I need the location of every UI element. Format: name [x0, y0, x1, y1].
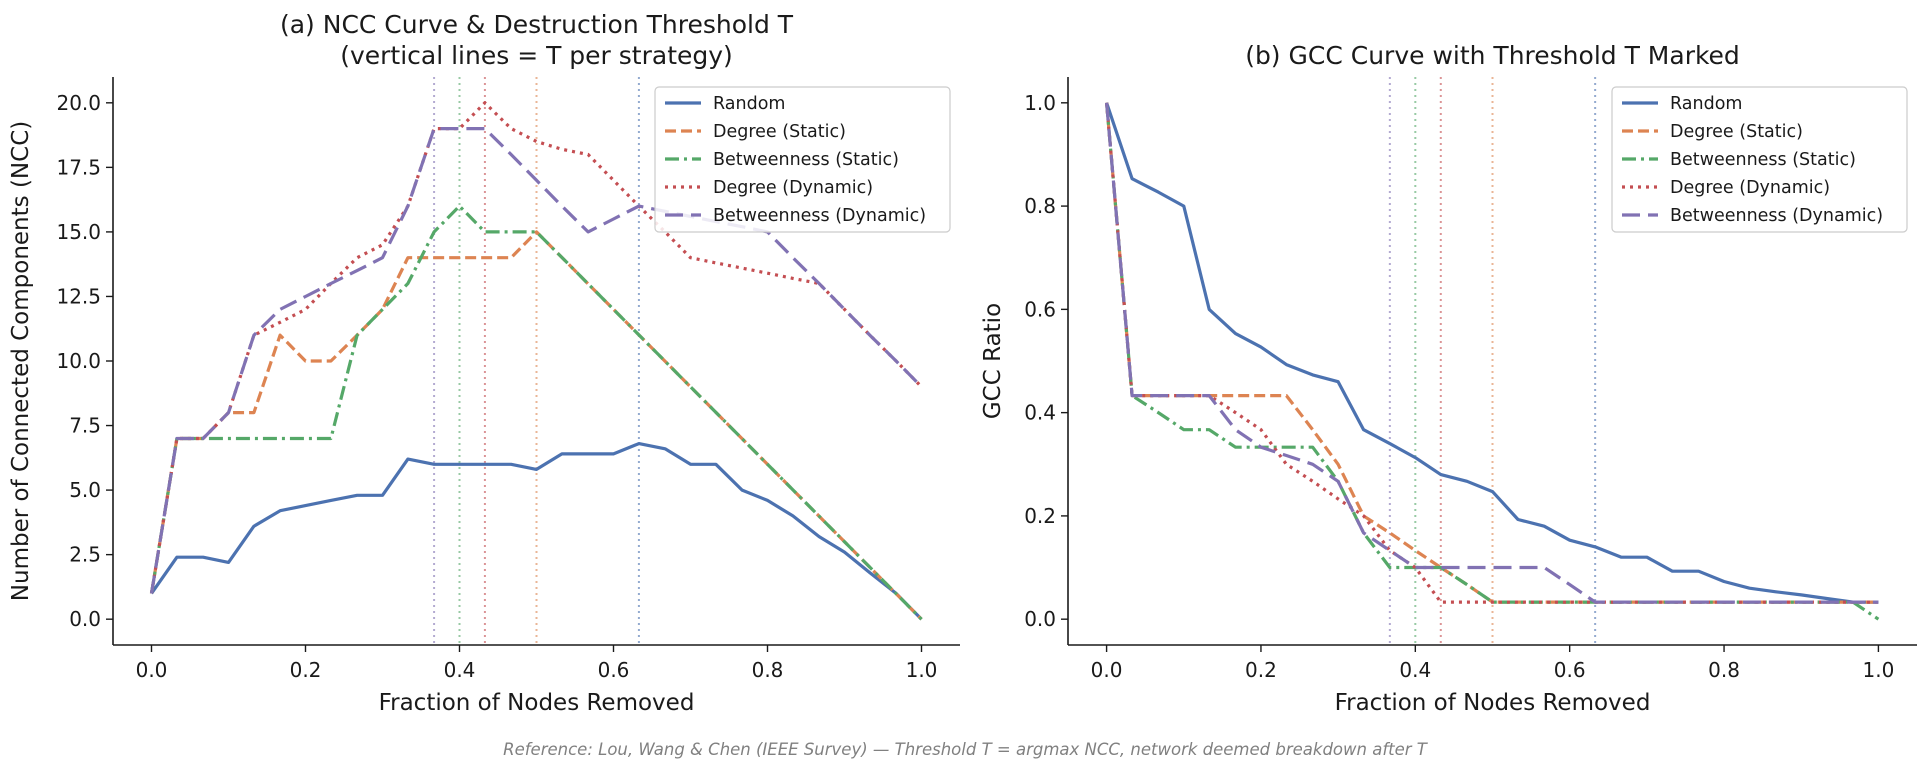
y-tick-label: 12.5: [56, 284, 101, 308]
x-tick-label: 0.8: [752, 658, 784, 682]
series-line-random: [1105, 102, 1879, 604]
y-tick-label: 0.2: [1024, 504, 1056, 528]
series-line-betweenness-static: [149, 204, 923, 621]
x-tick-label: 1.0: [1863, 658, 1895, 682]
series-line-betweenness-dynamic: [149, 127, 923, 594]
legend-entry-degree-dynamic: Degree (Dynamic): [713, 178, 873, 198]
x-tick-label: 0.2: [290, 658, 322, 682]
legend: Random Degree (Static) Betweenness (Static…: [1611, 86, 1908, 233]
x-tick-label: 0.8: [1708, 658, 1740, 682]
y-tick-label: 20.0: [56, 91, 101, 115]
legend-box: [1611, 86, 1908, 233]
series-line-random: [150, 442, 923, 621]
footnote-text: Reference: Lou, Wang & Chen (IEEE Survey…: [503, 740, 1429, 759]
y-axis-label: Number of Connected Components (NCC): [8, 121, 34, 601]
chart-title: (b) GCC Curve with Threshold T Marked: [1245, 41, 1740, 70]
legend-entry-betweenness-static: Betweenness (Static): [713, 150, 899, 170]
legend-entry-random: Random: [1670, 94, 1742, 114]
y-tick-label: 10.0: [56, 349, 101, 373]
legend-box: [654, 86, 951, 233]
y-tick-label: 7.5: [69, 414, 101, 438]
x-axis-label: Fraction of Nodes Removed: [379, 690, 695, 716]
y-tick-label: 0.0: [1024, 607, 1056, 631]
legend-entry-degree-static: Degree (Static): [713, 122, 846, 142]
legend-entry-betweenness-static: Betweenness (Static): [1670, 150, 1856, 170]
x-tick-label: 0.6: [598, 658, 630, 682]
x-tick-label: 1.0: [906, 658, 938, 682]
chart-subtitle: (vertical lines = T per strategy): [340, 41, 733, 70]
x-tick-label: 0.4: [444, 658, 476, 682]
x-tick-label: 0.4: [1399, 658, 1431, 682]
legend-entry-degree-static: Degree (Static): [1670, 122, 1803, 142]
y-tick-label: 0.6: [1024, 297, 1056, 321]
legend-entry-random: Random: [713, 94, 785, 114]
chart-title: (a) NCC Curve & Destruction Threshold T: [280, 10, 794, 39]
y-tick-label: 2.5: [69, 543, 101, 567]
series-line-betweenness-dynamic: [1105, 102, 1879, 604]
y-tick-label: 17.5: [56, 155, 101, 179]
legend-entry-degree-dynamic: Degree (Dynamic): [1670, 178, 1830, 198]
y-tick-label: 0.0: [69, 607, 101, 631]
y-tick-label: 0.4: [1024, 401, 1056, 425]
legend: Random Degree (Static) Betweenness (Static…: [654, 86, 951, 233]
y-tick-label: 0.8: [1024, 194, 1056, 218]
x-tick-label: 0.0: [136, 658, 168, 682]
legend-entry-betweenness-dynamic: Betweenness (Dynamic): [1670, 206, 1883, 226]
x-tick-label: 0.0: [1091, 658, 1123, 682]
y-tick-label: 1.0: [1024, 91, 1056, 115]
x-tick-label: 0.2: [1245, 658, 1277, 682]
y-axis-label: GCC Ratio: [980, 303, 1006, 419]
y-tick-label: 5.0: [69, 478, 101, 502]
series-line-degree-dynamic: [149, 101, 923, 594]
legend-entry-betweenness-dynamic: Betweenness (Dynamic): [713, 206, 926, 226]
x-axis-label: Fraction of Nodes Removed: [1335, 690, 1651, 716]
panel-b-gcc-chart: 0.0 0.2 0.4 0.6 0.8 1.0 0.0 0.2 0.4 0.6 0.8 1.0 (b) …: [980, 41, 1917, 716]
y-tick-label: 15.0: [56, 220, 101, 244]
x-tick-label: 0.6: [1554, 658, 1586, 682]
panel-a-ncc-chart: 0.0 0.2 0.4 0.6 0.8 1.0 0.0 2.5 5.0 7.5 10.0 12.5 15…: [8, 10, 960, 716]
